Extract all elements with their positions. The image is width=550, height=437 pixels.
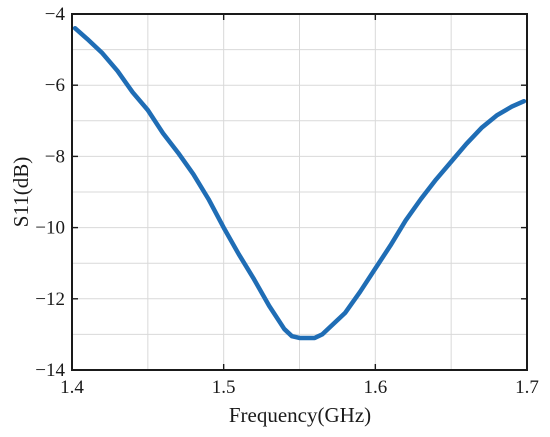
y-tick-label: −14	[35, 360, 65, 381]
y-tick-label: −10	[35, 218, 65, 239]
ticks	[71, 13, 528, 371]
y-tick-label: −8	[45, 146, 65, 167]
grid	[72, 14, 527, 370]
x-axis-title: Frequency(GHz)	[229, 403, 371, 427]
y-tick-label: −12	[35, 289, 65, 310]
x-tick-label: 1.6	[363, 377, 387, 398]
y-axis-title: S11(dB)	[9, 157, 33, 227]
series-layer	[72, 25, 527, 341]
x-tick-label: 1.5	[212, 377, 236, 398]
x-tick-label: 1.4	[60, 377, 84, 398]
tick-labels: 1.4 1.5 1.6 1.7 −14 −12 −10 −8 −6 −4	[35, 4, 539, 398]
y-tick-label: −6	[45, 75, 65, 96]
s11-series-line	[72, 25, 527, 341]
plot-frame	[71, 13, 528, 371]
x-tick-label: 1.7	[515, 377, 539, 398]
y-tick-label: −4	[45, 4, 66, 25]
